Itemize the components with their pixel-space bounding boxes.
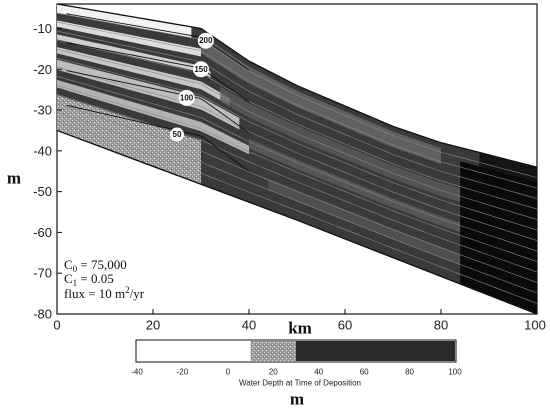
x-tick-marks [56, 309, 538, 314]
y-tick-label: -20 [33, 62, 52, 77]
x-tick-label: 0 [53, 318, 60, 333]
colorbar-tick-label: -40 [131, 368, 143, 377]
time-line [57, 66, 537, 241]
shallow-band [57, 79, 249, 155]
svg-text:150: 150 [194, 65, 208, 74]
section-base-surface [57, 129, 537, 314]
time-lines [57, 12, 537, 304]
contour-label-150: 150 [193, 61, 209, 78]
svg-text:50: 50 [173, 130, 182, 139]
colorbar: -40 -20 0 20 40 60 80 100 Water Depth at… [131, 339, 462, 409]
contour-lines [66, 13, 250, 172]
svg-text:200: 200 [199, 36, 213, 45]
shallow-band [57, 59, 240, 130]
time-line [57, 39, 537, 210]
y-tick-label: -10 [33, 21, 52, 36]
time-line [57, 121, 537, 304]
y-tick-label: -30 [33, 103, 52, 118]
x-tick-label: 60 [338, 318, 352, 333]
parameter-c1: C1 = 0.05 [64, 271, 114, 288]
section-top-surface [57, 4, 537, 168]
y-tick-label: -50 [33, 184, 52, 199]
time-line [57, 57, 537, 231]
time-line [57, 103, 537, 283]
x-axis: 0 20 40 60 80 100 km [53, 309, 546, 338]
time-line [57, 30, 537, 199]
time-line [57, 21, 537, 189]
shallow-band [57, 34, 211, 78]
colorbar-tick-label: 100 [448, 368, 462, 377]
y-tick-label: -70 [33, 266, 52, 281]
model-parameters: C0 = 75,000 C1 = 0.05 flux = 10 m2/yr [64, 257, 145, 301]
colorbar-unit: m [290, 390, 304, 409]
colorbar-band-deep [296, 341, 455, 361]
colorbar-band-intermediate [250, 341, 296, 361]
contour-line-200 [66, 13, 250, 71]
shallow-band [57, 46, 230, 106]
time-line [57, 12, 537, 178]
y-axis-label: m [7, 169, 21, 188]
y-axis: -10 -20 -30 -40 -50 -60 -70 -80 m [7, 21, 62, 322]
contour-line-50 [66, 104, 250, 172]
colorbar-tick-label: 40 [314, 368, 323, 377]
contour-line-150 [66, 42, 250, 103]
colorbar-tick-label: 60 [360, 368, 369, 377]
colorbar-tick-label: 0 [226, 368, 231, 377]
contour-label-50: 50 [170, 127, 184, 142]
mid-band [268, 178, 470, 269]
x-tick-label: 100 [524, 318, 546, 333]
deep-block [479, 152, 537, 182]
mid-band [220, 86, 470, 206]
mid-band [201, 34, 441, 165]
y-tick-label: -60 [33, 225, 52, 240]
shallow-band [57, 4, 192, 38]
contour-line-100 [66, 70, 250, 134]
mid-band [249, 138, 461, 233]
time-line [57, 112, 537, 294]
colorbar-title: Water Depth at Time of Deposition [239, 379, 361, 388]
y-tick-label: -80 [33, 307, 52, 322]
contour-label-200: 200 [197, 32, 214, 49]
intermediate-band [57, 95, 201, 185]
colorbar-tick-label: 20 [269, 368, 278, 377]
time-line [57, 85, 537, 262]
colorbar-tick-label: -20 [177, 368, 189, 377]
time-line [57, 48, 537, 220]
time-line [57, 75, 537, 252]
shallow-water-bands [57, 4, 470, 269]
stratigraphic-section [57, 4, 537, 314]
parameter-flux: flux = 10 m2/yr [64, 285, 145, 301]
y-tick-label: -40 [33, 143, 52, 158]
colorbar-band-shallow [137, 341, 251, 361]
svg-text:100: 100 [180, 93, 194, 102]
x-tick-label: 40 [242, 318, 256, 333]
x-axis-label: km [288, 319, 312, 338]
y-tick-marks [57, 27, 62, 315]
x-tick-label: 80 [434, 318, 448, 333]
parameter-c0: C0 = 75,000 [64, 257, 127, 274]
colorbar-tick-label: 80 [405, 368, 414, 377]
contour-label-100: 100 [178, 89, 195, 106]
time-line [57, 94, 537, 273]
x-tick-label: 20 [146, 318, 160, 333]
contour-labels: 200 150 100 50 [170, 32, 214, 142]
